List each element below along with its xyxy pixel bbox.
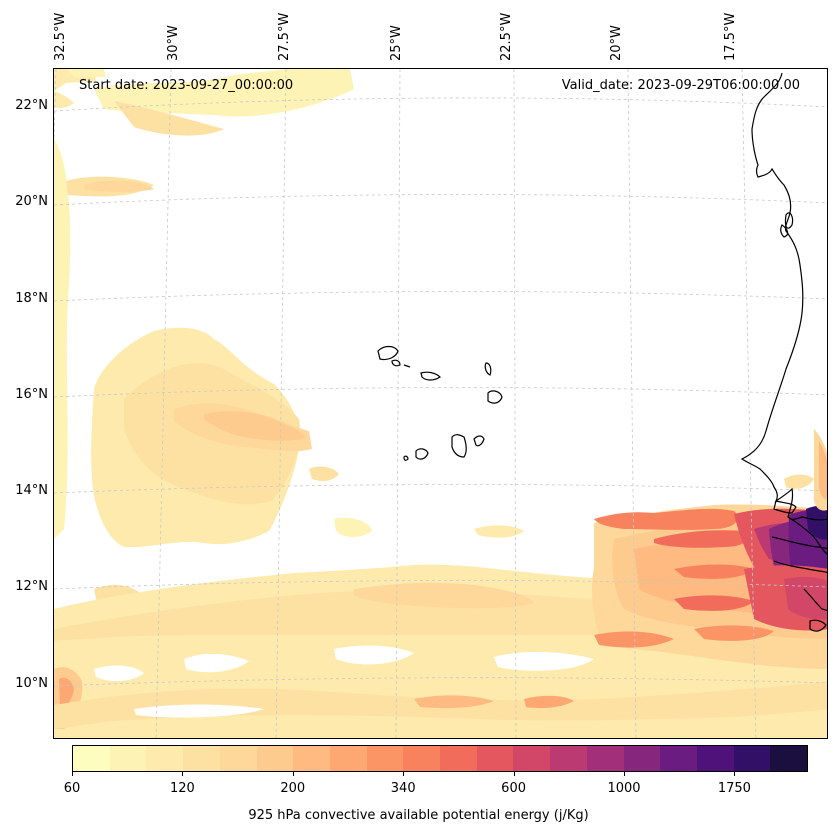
colorbar-tick [734, 772, 736, 776]
colorbar-title: 925 hPa convective available potential e… [248, 808, 589, 823]
lon-label-27.5w: 27.5°W [277, 12, 292, 61]
colorbar-segment [219, 746, 257, 771]
lat-label-10n: 10°N [15, 676, 48, 691]
graticule [54, 69, 827, 738]
colorbar-tick-label: 340 [390, 781, 416, 796]
colorbar-segment [513, 746, 551, 771]
colorbar [72, 745, 808, 772]
map-panel [53, 68, 828, 739]
lat-label-22n: 22°N [15, 98, 48, 113]
colorbar-tick-label: 600 [501, 781, 527, 796]
colorbar-tick-label: 200 [280, 781, 306, 796]
colorbar-segment [183, 746, 220, 771]
colorbar-segment [109, 746, 147, 771]
colorbar-segment [256, 746, 294, 771]
colorbar-segment [366, 746, 404, 771]
colorbar-segment [73, 746, 110, 771]
colorbar-tick [292, 772, 294, 776]
colorbar-tick [182, 772, 184, 776]
colorbar-segment [550, 746, 587, 771]
colorbar-tick-label: 1000 [607, 781, 641, 796]
cape-field-layer [54, 69, 827, 738]
lat-label-12n: 12°N [15, 579, 48, 594]
valid-date-text: Valid_date: 2023-09-29T06:00:00.00 [561, 78, 800, 93]
colorbar-segment [440, 746, 477, 771]
colorbar-segment [586, 746, 624, 771]
colorbar-tick [624, 772, 625, 776]
colorbar-tick [513, 772, 515, 776]
lat-label-14n: 14°N [15, 483, 48, 498]
colorbar-tick [403, 772, 405, 776]
lon-label-20w: 20°W [609, 25, 624, 61]
map-canvas [54, 69, 827, 738]
colorbar-tick-label: 1750 [717, 781, 751, 796]
start-date-text: Start date: 2023-09-27_00:00:00 [79, 78, 294, 93]
lon-label-32.5w: 32.5°W [53, 12, 68, 61]
colorbar-segment [770, 746, 808, 771]
colorbar-tick-label: 120 [169, 781, 195, 796]
colorbar-segment [329, 746, 367, 771]
colorbar-tick-label: 60 [63, 781, 81, 796]
lat-label-16n: 16°N [15, 387, 48, 402]
lon-label-17.5w: 17.5°W [723, 12, 738, 61]
coastline-layer [377, 72, 827, 632]
colorbar-segment [733, 746, 771, 771]
lat-label-20n: 20°N [15, 194, 48, 209]
colorbar-segment [660, 746, 697, 771]
colorbar-segment [403, 746, 441, 771]
colorbar-segment [146, 746, 184, 771]
lat-label-18n: 18°N [15, 291, 48, 306]
colorbar-segment [696, 746, 734, 771]
colorbar-segment [293, 746, 330, 771]
lon-label-30w: 30°W [166, 25, 181, 61]
colorbar-segment [623, 746, 661, 771]
lon-label-22.5w: 22.5°W [499, 12, 514, 61]
colorbar-segment [476, 746, 514, 771]
colorbar-tick [72, 772, 73, 776]
lon-label-25w: 25°W [389, 25, 404, 61]
